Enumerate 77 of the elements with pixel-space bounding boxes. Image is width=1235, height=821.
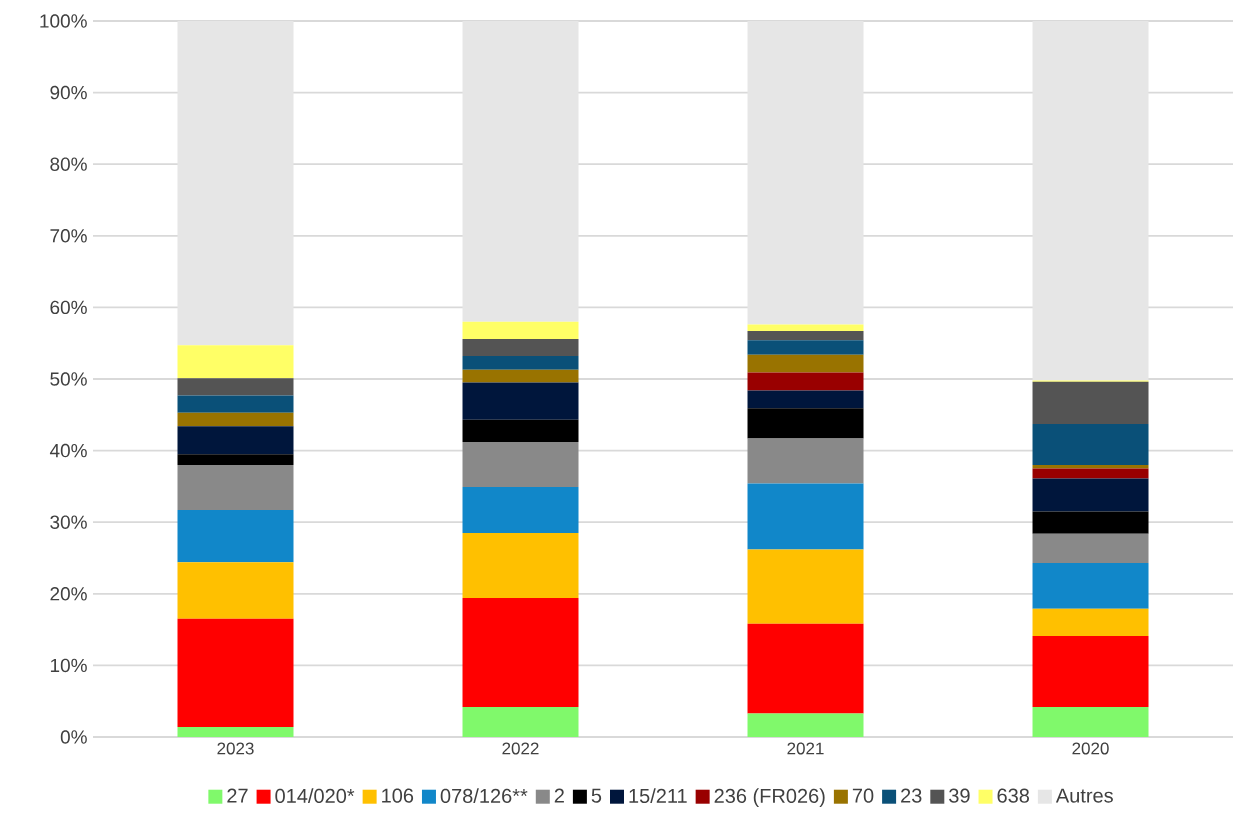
y-tick-label: 50% xyxy=(50,372,87,386)
y-tick-label: 40% xyxy=(49,443,87,458)
bar xyxy=(177,345,294,379)
bar xyxy=(747,372,864,391)
bar xyxy=(462,321,579,339)
y-tick-label: 30% xyxy=(50,515,87,529)
legend-label: 014/020* xyxy=(275,788,355,804)
legend-label: 5 xyxy=(591,788,602,803)
bar xyxy=(1032,563,1149,609)
bar xyxy=(177,395,294,413)
legend-label: 078/126** xyxy=(440,788,528,804)
bar xyxy=(1032,424,1149,465)
legend-label: 27 xyxy=(227,788,248,803)
legend-label: 236 (FR026) xyxy=(714,788,825,807)
bar xyxy=(747,20,864,325)
y-tick-label: 70% xyxy=(50,229,87,243)
bar xyxy=(747,623,864,714)
bar xyxy=(1032,468,1149,479)
bar xyxy=(177,464,294,511)
bar xyxy=(747,354,864,373)
bar xyxy=(747,408,864,439)
x-tick-label: 2023 xyxy=(217,742,254,755)
bar xyxy=(747,549,864,624)
bar xyxy=(462,356,579,370)
bar xyxy=(177,454,294,465)
y-tick-label: 80% xyxy=(50,157,87,171)
bar xyxy=(462,532,579,599)
legend-label: Autres xyxy=(1055,788,1113,803)
x-tick-label: 2020 xyxy=(1072,742,1109,755)
bar xyxy=(462,369,579,383)
bar xyxy=(1032,478,1149,512)
legend-label: 638 xyxy=(997,788,1030,803)
y-tick-label: 60% xyxy=(50,300,87,315)
bar xyxy=(747,324,864,332)
bar xyxy=(177,510,294,563)
y-tick-label: 0% xyxy=(60,730,87,744)
bar xyxy=(177,412,294,427)
x-tick-label: 2022 xyxy=(502,742,539,755)
bar xyxy=(747,390,864,409)
legend-label: 23 xyxy=(901,788,922,803)
bar xyxy=(177,426,294,455)
bar xyxy=(747,483,864,550)
bar xyxy=(177,562,294,619)
bar xyxy=(462,382,579,420)
bar xyxy=(1032,608,1149,637)
bar xyxy=(177,726,294,737)
bar xyxy=(1032,464,1149,469)
bar xyxy=(1032,636,1149,707)
legend-label: 15/211 xyxy=(629,788,687,804)
x-tick-label: 2021 xyxy=(787,742,824,755)
legend-label: 70 xyxy=(852,788,874,803)
y-tick-label: 90% xyxy=(50,85,87,100)
bar xyxy=(462,487,579,533)
bar xyxy=(462,442,579,488)
y-tick-label: 20% xyxy=(50,587,87,601)
y-tick-label: 10% xyxy=(50,658,87,673)
bar xyxy=(1032,706,1149,737)
bar xyxy=(177,20,294,346)
legend-label: 39 xyxy=(949,788,970,803)
bar xyxy=(1032,511,1149,534)
legend-label: 2 xyxy=(554,788,564,803)
bar xyxy=(462,598,579,707)
bar xyxy=(177,378,294,396)
bar xyxy=(747,713,864,737)
legend-label: 106 xyxy=(382,788,414,803)
bar xyxy=(462,419,579,443)
bar xyxy=(1032,533,1149,564)
bar xyxy=(177,618,294,727)
bar xyxy=(462,338,579,357)
bar xyxy=(462,20,579,322)
y-tick-label: 100% xyxy=(40,14,87,28)
bar xyxy=(1032,381,1149,425)
bar xyxy=(747,331,864,341)
bar xyxy=(1032,20,1149,381)
bar xyxy=(747,438,864,484)
bar xyxy=(462,706,579,737)
bar xyxy=(747,340,864,355)
